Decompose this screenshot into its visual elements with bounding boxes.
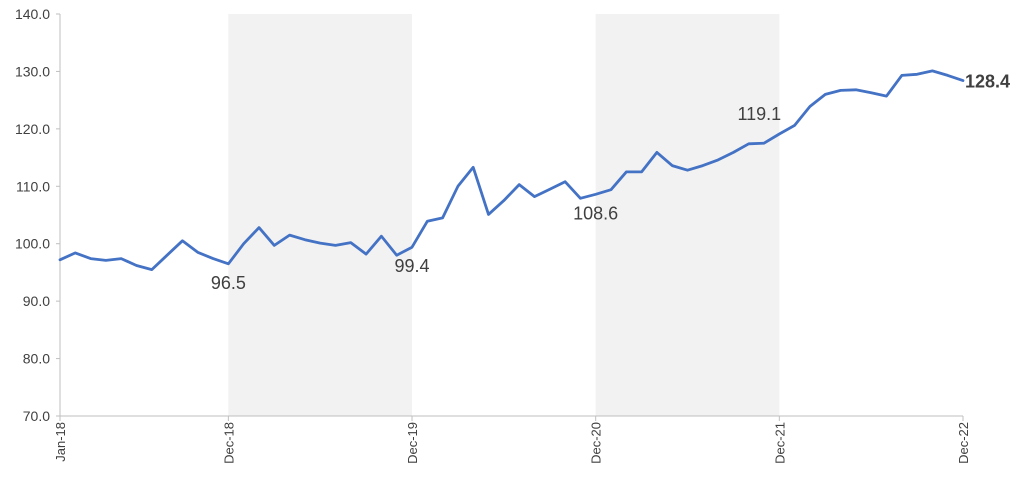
y-tick-label: 140.0 bbox=[15, 6, 50, 22]
x-tick-labels: Jan-18 Dec-18 Dec-19 Dec-20 Dec-21 Dec-22 bbox=[53, 416, 971, 464]
y-tick-label: 110.0 bbox=[16, 178, 50, 194]
y-tick-label: 130.0 bbox=[15, 63, 50, 79]
y-tick-label: 70.0 bbox=[23, 408, 50, 424]
shaded-periods bbox=[228, 14, 780, 416]
data-labels: 96.5 99.4 108.6 119.1 128.4 bbox=[211, 72, 1010, 293]
y-tick-label: 90.0 bbox=[23, 293, 50, 309]
y-tick-label: 100.0 bbox=[15, 236, 50, 252]
x-tick-label: Jan-18 bbox=[53, 422, 68, 462]
x-tick-label: Dec-19 bbox=[405, 422, 420, 464]
shaded-period-1 bbox=[595, 14, 780, 416]
data-label: 128.4 bbox=[965, 72, 1010, 92]
x-tick-label: Dec-18 bbox=[221, 422, 236, 464]
data-label: 96.5 bbox=[211, 273, 246, 293]
x-tick-label: Dec-22 bbox=[956, 422, 971, 464]
x-tick-label: Dec-20 bbox=[589, 422, 604, 464]
y-tick-label: 80.0 bbox=[23, 351, 50, 367]
y-tick-label: 120.0 bbox=[15, 121, 50, 137]
shaded-period-0 bbox=[228, 14, 413, 416]
y-tick-labels: 70.0 80.0 90.0 100.0 110.0 120.0 130.0 140.0 bbox=[15, 6, 60, 424]
series-line bbox=[58, 69, 965, 271]
axes bbox=[59, 14, 963, 417]
data-label: 99.4 bbox=[394, 256, 429, 276]
x-tick-label: Dec-21 bbox=[772, 422, 787, 464]
data-label: 108.6 bbox=[573, 203, 618, 223]
data-label: 119.1 bbox=[737, 104, 781, 124]
